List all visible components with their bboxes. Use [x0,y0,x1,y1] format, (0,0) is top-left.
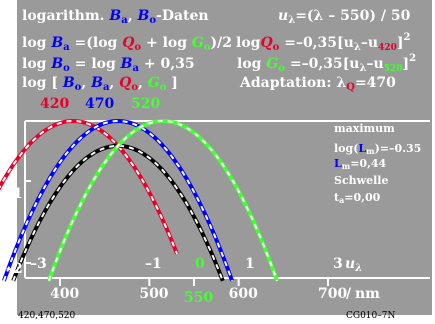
curve-2-dash [2,119,234,282]
header-line4-left: log [ Bo, Ba, Qo, Go ] [22,75,178,93]
header-line2-left: log Ba =(log Qo + log Go)/2 [22,35,232,53]
footer-left: 420,470,520 [18,311,76,321]
x-tick-label-2: –1 [145,256,162,272]
header-line3-left: log Bo = log Ba + 0,35 [22,56,195,74]
wl-tick-label-550: 550 [184,290,213,306]
curves-layer [0,118,279,282]
x-tick-label-6: 3 [333,256,343,272]
peak-label-420: 420 [40,96,69,112]
y-tick-label-0: 0 [6,114,16,130]
info-line3: Lm=0,44 [334,157,387,171]
curve-3-dash [12,144,224,282]
wl-unit-label: nm [355,286,380,302]
y-tick-label-1: –1 [6,186,23,202]
wl-tick-label-500: 500 [139,286,168,302]
peak-label-520: 520 [131,96,160,112]
info-line1: maximum [334,122,395,135]
info-line5: ta=0,00 [334,191,381,205]
peak-label-470: 470 [85,96,114,112]
curve-4-dash [47,119,279,282]
info-line2: log(Lm)=–0.35 [334,142,421,156]
wl-unit-slash: / [346,286,352,302]
wl-tick-label-700: 700 [318,286,347,302]
header-line2-right: logQo =–0,35[uλ–u420]2 [236,32,410,53]
header-line1-left: logarithm. Ba, Bo-Daten [22,8,209,26]
y-tick-label-2: –2 [6,261,23,277]
header-line3-right: log Go =–0,35[uλ–u520]2 [237,53,416,74]
wl-tick-label-400: 400 [50,286,79,302]
x-tick-label-0: –3 [30,256,47,272]
wl-tick-label-600: 600 [229,286,258,302]
curve-1-dash [0,119,178,255]
header-line4-right: Adaptation: λQ=470 [239,75,396,93]
header-line1-right: uλ=(λ – 550) / 50 [278,8,411,26]
info-line4: Schwelle [334,174,388,187]
footer-right: CG010–7N [346,311,395,321]
x-tick-label-4: 1 [245,256,255,272]
x-tick-label-3: 0 [195,256,205,272]
